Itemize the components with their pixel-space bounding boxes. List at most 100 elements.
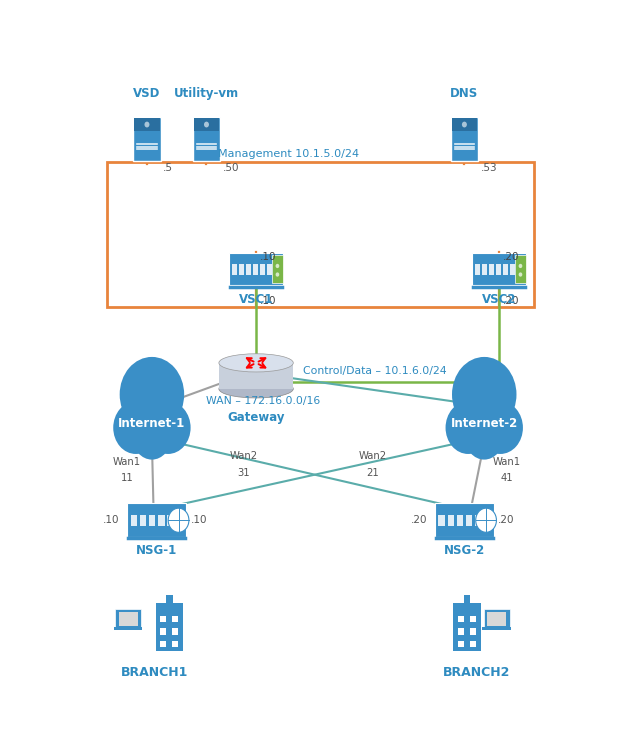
FancyBboxPatch shape: [482, 263, 486, 274]
FancyBboxPatch shape: [172, 640, 179, 647]
FancyBboxPatch shape: [435, 503, 494, 537]
Circle shape: [476, 509, 497, 532]
Text: Wan1: Wan1: [493, 457, 520, 466]
Text: .50: .50: [223, 164, 239, 173]
FancyBboxPatch shape: [510, 263, 515, 274]
Circle shape: [120, 357, 184, 432]
FancyBboxPatch shape: [487, 613, 506, 626]
Circle shape: [204, 122, 209, 128]
Circle shape: [113, 401, 158, 454]
Circle shape: [132, 415, 172, 460]
Circle shape: [478, 401, 523, 454]
FancyBboxPatch shape: [451, 117, 478, 161]
FancyBboxPatch shape: [260, 263, 265, 274]
Circle shape: [276, 264, 279, 268]
Text: .20: .20: [411, 515, 428, 525]
Circle shape: [462, 122, 467, 128]
FancyBboxPatch shape: [193, 118, 220, 130]
FancyBboxPatch shape: [466, 514, 472, 526]
Text: 41: 41: [500, 473, 513, 484]
Circle shape: [518, 272, 522, 277]
Circle shape: [138, 383, 179, 430]
Circle shape: [276, 272, 279, 277]
FancyBboxPatch shape: [172, 628, 179, 634]
FancyBboxPatch shape: [253, 263, 258, 274]
Text: VSD: VSD: [133, 87, 161, 100]
FancyBboxPatch shape: [458, 628, 464, 634]
Circle shape: [518, 264, 522, 268]
FancyBboxPatch shape: [115, 609, 141, 628]
Text: .10: .10: [260, 296, 276, 306]
Circle shape: [125, 383, 166, 430]
Text: .10: .10: [191, 515, 207, 525]
FancyBboxPatch shape: [232, 263, 237, 274]
FancyBboxPatch shape: [483, 627, 511, 630]
Text: 21: 21: [366, 468, 379, 478]
FancyBboxPatch shape: [451, 118, 477, 130]
FancyBboxPatch shape: [219, 363, 293, 388]
FancyBboxPatch shape: [470, 628, 476, 634]
FancyBboxPatch shape: [168, 514, 173, 526]
Circle shape: [458, 383, 498, 430]
FancyBboxPatch shape: [160, 628, 166, 634]
FancyBboxPatch shape: [114, 627, 143, 630]
FancyBboxPatch shape: [272, 255, 283, 283]
Text: 11: 11: [121, 473, 134, 484]
Circle shape: [168, 509, 189, 532]
FancyBboxPatch shape: [158, 514, 164, 526]
Text: VSC2: VSC2: [482, 293, 516, 306]
Text: Control/Data – 10.1.6.0/24: Control/Data – 10.1.6.0/24: [303, 366, 447, 376]
Text: .10: .10: [260, 253, 276, 262]
FancyBboxPatch shape: [453, 604, 481, 651]
Text: Wan2: Wan2: [230, 451, 258, 460]
Text: .20: .20: [498, 515, 515, 525]
Text: BRANCH2: BRANCH2: [443, 666, 511, 680]
Circle shape: [445, 401, 491, 454]
Circle shape: [145, 122, 150, 128]
FancyBboxPatch shape: [489, 263, 493, 274]
Text: BRANCH1: BRANCH1: [121, 666, 188, 680]
Text: .5: .5: [163, 164, 173, 173]
FancyBboxPatch shape: [503, 263, 508, 274]
FancyBboxPatch shape: [458, 640, 464, 647]
FancyBboxPatch shape: [463, 595, 470, 604]
FancyBboxPatch shape: [496, 263, 500, 274]
Text: Wan1: Wan1: [113, 457, 141, 466]
FancyBboxPatch shape: [131, 514, 137, 526]
Text: Utility-vm: Utility-vm: [174, 87, 239, 100]
FancyBboxPatch shape: [127, 503, 186, 537]
FancyBboxPatch shape: [133, 117, 161, 161]
FancyBboxPatch shape: [149, 514, 156, 526]
Circle shape: [145, 401, 191, 454]
FancyBboxPatch shape: [193, 117, 220, 161]
Text: Wan2: Wan2: [358, 451, 387, 460]
Text: Internet-1: Internet-1: [118, 418, 186, 430]
Text: Management 10.1.5.0/24: Management 10.1.5.0/24: [218, 149, 359, 159]
Text: .20: .20: [502, 296, 519, 306]
Text: NSG-1: NSG-1: [136, 544, 177, 557]
FancyBboxPatch shape: [160, 616, 166, 622]
FancyBboxPatch shape: [267, 263, 272, 274]
FancyBboxPatch shape: [140, 514, 147, 526]
Text: DNS: DNS: [451, 87, 479, 100]
Text: Gateway: Gateway: [227, 410, 285, 424]
FancyBboxPatch shape: [160, 640, 166, 647]
Text: NSG-2: NSG-2: [444, 544, 485, 557]
FancyBboxPatch shape: [470, 616, 476, 622]
FancyBboxPatch shape: [118, 613, 138, 626]
FancyBboxPatch shape: [515, 255, 526, 283]
FancyBboxPatch shape: [475, 514, 481, 526]
FancyBboxPatch shape: [447, 514, 454, 526]
FancyBboxPatch shape: [172, 616, 179, 622]
FancyBboxPatch shape: [470, 640, 476, 647]
Text: .20: .20: [502, 253, 519, 262]
Ellipse shape: [219, 354, 293, 372]
FancyBboxPatch shape: [472, 253, 526, 286]
FancyBboxPatch shape: [484, 609, 509, 628]
FancyBboxPatch shape: [457, 514, 463, 526]
FancyBboxPatch shape: [438, 514, 445, 526]
FancyBboxPatch shape: [166, 595, 173, 604]
FancyBboxPatch shape: [475, 263, 479, 274]
FancyBboxPatch shape: [229, 253, 283, 286]
FancyBboxPatch shape: [134, 118, 160, 130]
